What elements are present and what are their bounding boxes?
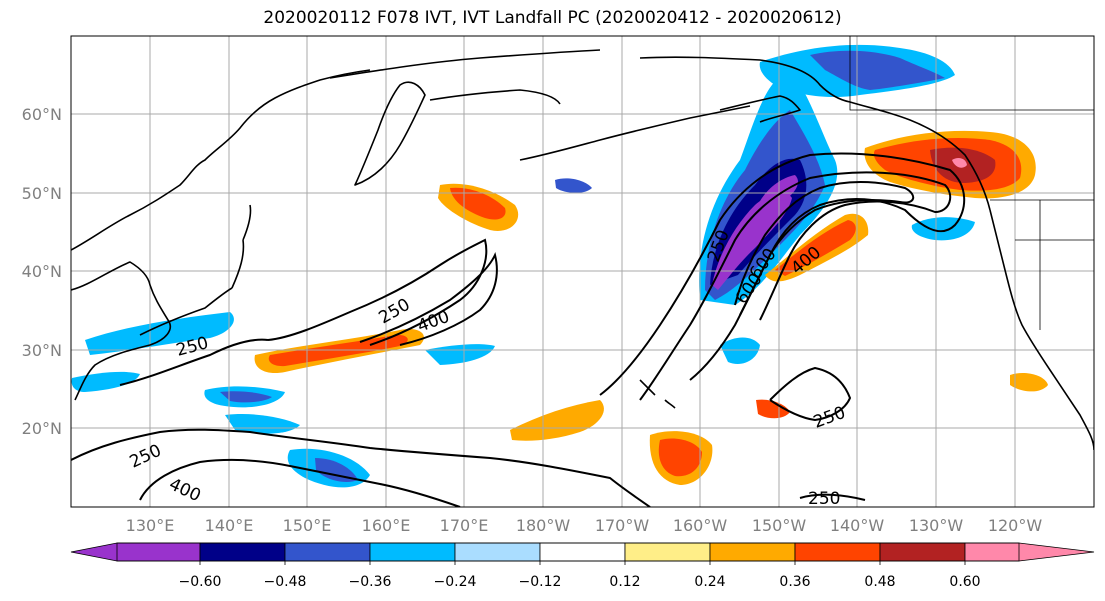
contour-250-west: [119, 238, 488, 386]
graticule: [71, 36, 1094, 507]
lat-label: 30°N: [22, 341, 62, 360]
colorbar-tick-label: 0.60: [949, 574, 980, 590]
positive-band-inner: [775, 220, 856, 276]
contour-250-south: [71, 428, 651, 507]
ivt-contours: [71, 152, 966, 507]
subtropical-positive-3: [756, 399, 790, 419]
colorbar: [70, 542, 1095, 565]
colorbar-tick-label: 0.12: [609, 574, 640, 590]
kamchatka: [354, 81, 426, 186]
colorbar-tick-label: 0.48: [864, 574, 895, 590]
colorbar-tick-label: −0.60: [179, 574, 222, 590]
contour-250-southeast: [769, 366, 852, 422]
negative-plume-purple-upper: [758, 175, 799, 205]
subtropical-positive-4: [1010, 373, 1048, 392]
contour-600-main: [734, 181, 915, 316]
contour-400-south: [139, 458, 461, 507]
contour-400-west: [359, 252, 498, 346]
contour-label: 250: [808, 489, 840, 509]
colorbar-segment: [624, 542, 711, 562]
subtropical-positive-2-core: [658, 438, 702, 477]
lon-label: 150°W: [752, 516, 807, 535]
contour-400-main: [639, 171, 952, 401]
colorbar-segment: [794, 542, 881, 562]
colorbar-segment: [70, 542, 201, 562]
lon-label: 150°E: [283, 516, 332, 535]
nw-negative-3-core: [220, 391, 272, 403]
lat-label: 40°N: [22, 262, 62, 281]
lon-label: 130°W: [909, 516, 964, 535]
lat-label: 60°N: [22, 105, 62, 124]
colorbar-tick-label: 0.24: [694, 574, 725, 590]
colorbar-segment: [709, 542, 796, 562]
lon-label: 170°E: [440, 516, 489, 535]
lon-label: 170°W: [595, 516, 650, 535]
alaska-blue-core: [810, 50, 945, 90]
hawaii-negative: [720, 337, 760, 365]
map-frame: [70, 35, 1095, 508]
na-west-coast: [989, 209, 1094, 451]
colorbar-segment: [964, 542, 1095, 562]
colorbar-tick-label: 0.36: [779, 574, 810, 590]
map-title: 2020020112 F078 IVT, IVT Landfall PC (20…: [263, 8, 842, 28]
colorbar-segment: [199, 542, 286, 562]
contour-label: 400: [166, 474, 204, 506]
negative-plume-core: [712, 192, 792, 290]
lon-label: 140°W: [830, 516, 885, 535]
siberia-coast: [329, 49, 601, 105]
colorbar-tick-label: −0.48: [264, 574, 307, 590]
coast-blue: [911, 217, 975, 241]
lat-label: 50°N: [22, 184, 62, 203]
alaska-coast: [639, 56, 991, 211]
colorbar-segment: [879, 542, 966, 562]
central-positive-core: [268, 334, 408, 367]
nw-negative-7: [555, 178, 592, 193]
nw-negative-5: [225, 414, 300, 434]
lat-label: 20°N: [22, 419, 62, 438]
colorbar-segment: [369, 542, 456, 562]
longitude-labels: 130°E 140°E 150°E 160°E 170°E 180°W 170°…: [126, 516, 1043, 535]
latitude-labels: 60°N 50°N 40°N 30°N 20°N: [22, 105, 62, 438]
contour-250-se2: [799, 493, 866, 501]
colorbar-tick-labels: −0.60 −0.48 −0.36 −0.24 −0.12 0.12 0.24 …: [179, 574, 981, 590]
bc-positive-peak: [952, 157, 967, 168]
colorbar-segment: [539, 542, 626, 562]
contour-label: 250: [127, 441, 165, 473]
contour-label: 400: [415, 307, 452, 337]
colorbar-tick-label: −0.36: [349, 574, 392, 590]
ivt-shading: [71, 44, 1048, 488]
lon-label: 130°E: [126, 516, 175, 535]
colorbar-frame: [116, 542, 1020, 562]
lon-label: 140°E: [205, 516, 254, 535]
nw-negative-6: [425, 344, 495, 365]
aleutians: [519, 105, 751, 161]
colorbar-tick-label: −0.24: [434, 574, 477, 590]
subtropical-positive-1: [510, 400, 604, 441]
lon-label: 120°W: [988, 516, 1043, 535]
borders: [849, 36, 1094, 330]
colorbar-segment: [454, 542, 541, 562]
asia-coast: [71, 69, 371, 401]
lon-label: 160°W: [673, 516, 728, 535]
lon-label: 180°W: [516, 516, 571, 535]
coastlines: [71, 49, 1094, 451]
nw-negative-2: [71, 371, 140, 392]
hawaii: [639, 379, 676, 409]
colorbar-segment: [284, 542, 371, 562]
japan: [139, 204, 252, 336]
colorbar-tick-label: −0.12: [519, 574, 562, 590]
nw-negative-1: [85, 312, 234, 355]
lon-label: 160°E: [362, 516, 411, 535]
nw-negative-4-core: [315, 458, 358, 482]
